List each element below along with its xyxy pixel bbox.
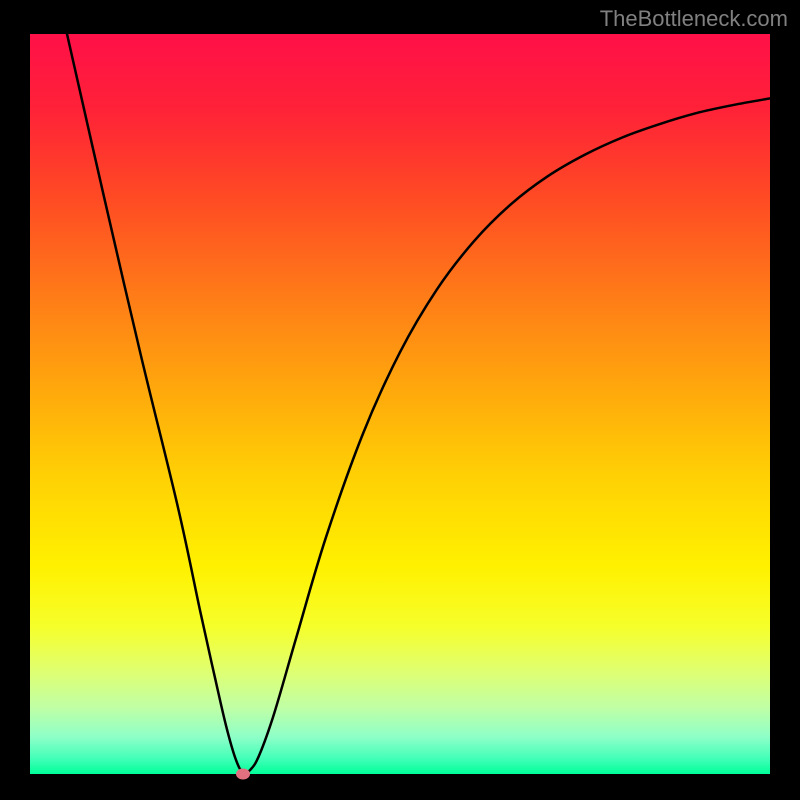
- watermark-text: TheBottleneck.com: [600, 6, 788, 32]
- bottleneck-marker: [236, 769, 250, 780]
- bottleneck-curve: [30, 34, 770, 774]
- plot-frame: [30, 34, 770, 774]
